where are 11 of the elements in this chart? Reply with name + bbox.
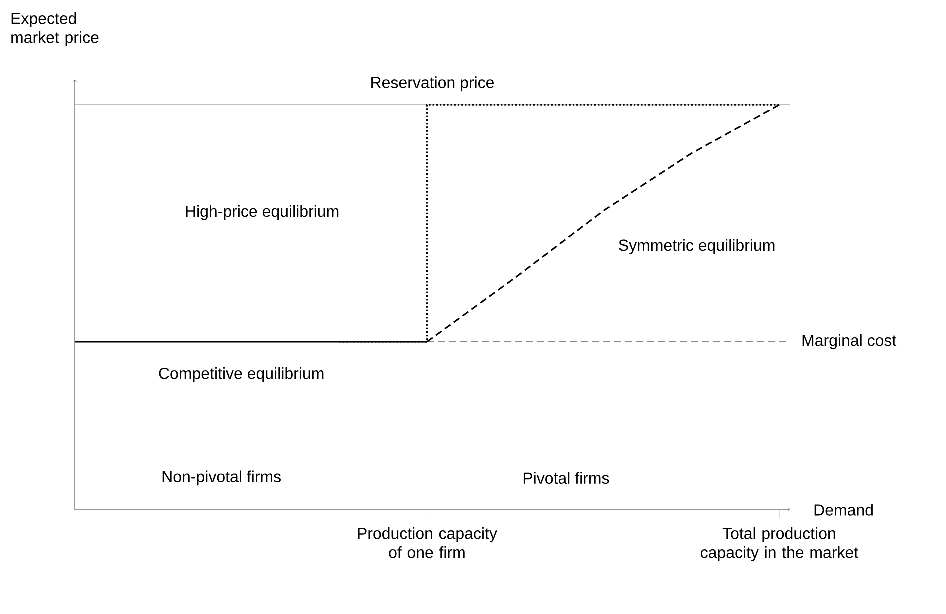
ref-line-label: Reservation price [372, 76, 494, 92]
annotation: High-price equilibrium [186, 205, 339, 220]
annotation: Non-pivotal firms [162, 470, 281, 486]
ref-line-label: Marginal cost [802, 334, 897, 350]
x-tick-label: Total production capacity in the market [700, 528, 858, 562]
annotation: Symmetric equilibrium [619, 239, 775, 254]
x-tick-label: Production capacity of one firm [358, 528, 498, 558]
annotation: Competitive equilibrium [159, 368, 324, 382]
y-axis-title: Expected market price [12, 12, 99, 46]
annotation: Pivotal firms [524, 472, 610, 484]
x-axis-title: Demand [814, 504, 873, 516]
